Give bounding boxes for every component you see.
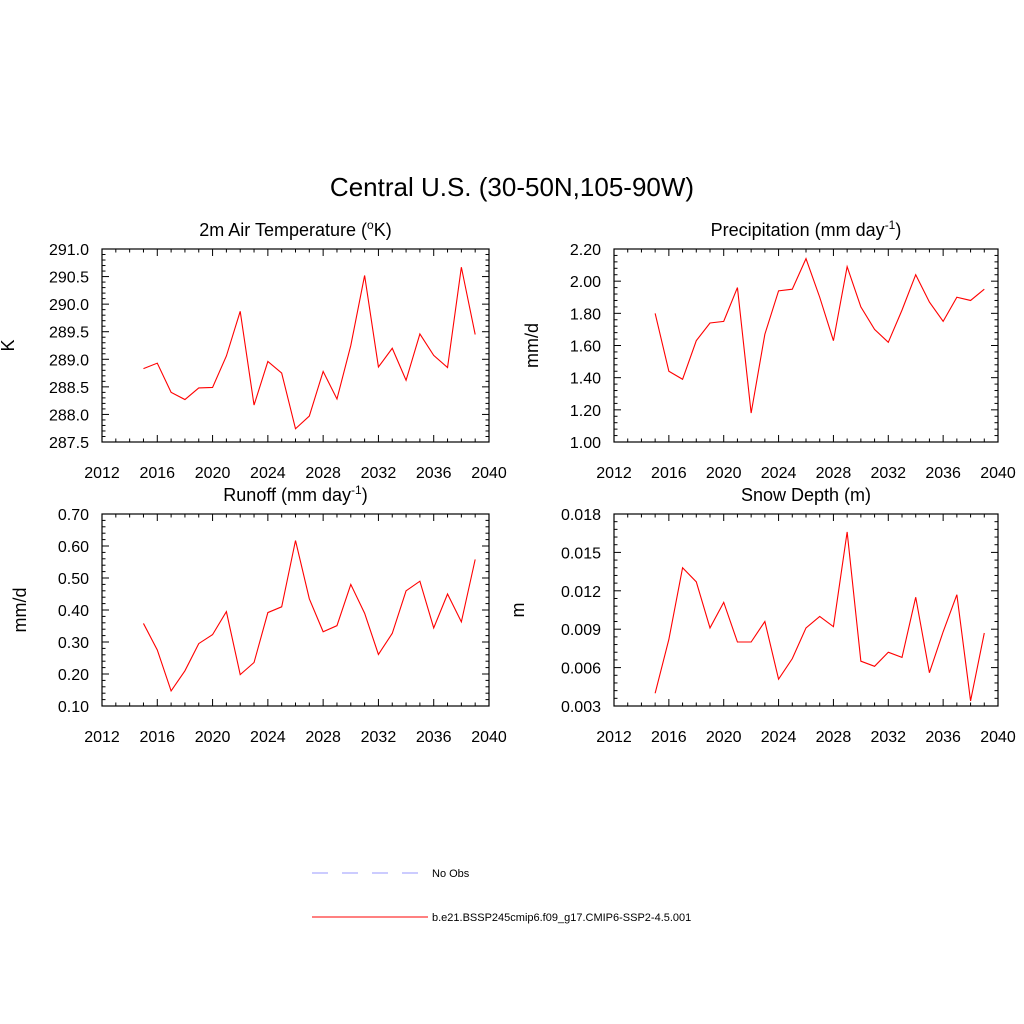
x-tick-label: 2020 (706, 465, 742, 482)
panel-snow-depth: 2012 2016 2020 2024 2028 2032 2036 2040 0.003 0.0… (508, 485, 1016, 746)
x-tick-label: 2040 (471, 465, 507, 482)
y-tick-label: 0.40 (58, 603, 89, 620)
y-tick-label: 0.10 (58, 699, 89, 716)
panels: 2012 2016 2020 2024 2028 2032 2036 2040 287.5 288… (0, 218, 1016, 746)
x-tick-label: 2028 (816, 729, 852, 746)
x-tick-label: 2032 (870, 729, 906, 746)
y-tick-label: 288.0 (49, 407, 89, 424)
y-tick-label: 1.60 (570, 339, 601, 356)
x-tick-label: 2020 (706, 729, 742, 746)
y-axis-label: mm/d (10, 588, 30, 633)
x-tick-label: 2036 (416, 729, 452, 746)
series-line-runoff (142, 540, 476, 693)
figure-title: Central U.S. (30-50N,105-90W) (330, 172, 694, 202)
y-tick-label: 0.006 (561, 661, 601, 678)
x-tick-label: 2032 (870, 465, 906, 482)
x-tick-label: 2036 (925, 465, 961, 482)
x-tick-label: 2012 (596, 729, 632, 746)
y-tick-label: 290.5 (49, 270, 89, 287)
x-tick-label: 2020 (195, 465, 231, 482)
panel-title: Runoff (mm day-1) (223, 483, 367, 505)
y-axis-label: mm/d (522, 323, 542, 368)
x-tick-label: 2036 (416, 465, 452, 482)
y-tick-label: 0.20 (58, 667, 89, 684)
x-tick-label: 2040 (471, 729, 507, 746)
y-tick-label: 1.40 (570, 371, 601, 388)
x-tick-label: 2032 (361, 729, 397, 746)
y-tick-label: 0.012 (561, 584, 601, 601)
x-tick-label: 2016 (651, 465, 687, 482)
legend-model-label: b.e21.BSSP245cmip6.f09_g17.CMIP6-SSP2-4.… (432, 912, 691, 924)
x-tick-label: 2040 (980, 729, 1016, 746)
y-tick-label: 1.80 (570, 306, 601, 323)
series-line-temperature (143, 267, 476, 430)
y-tick-label: 0.60 (58, 539, 89, 556)
y-tick-label: 2.20 (570, 242, 601, 259)
y-tick-label: 287.5 (49, 435, 89, 452)
series-line-snow-depth (654, 531, 985, 701)
x-tick-label: 2040 (980, 465, 1016, 482)
x-tick-label: 2012 (84, 465, 120, 482)
panel-title: Precipitation (mm day-1) (711, 218, 902, 240)
x-tick-label: 2036 (925, 729, 961, 746)
x-tick-label: 2012 (84, 729, 120, 746)
panel-precipitation: 2012 2016 2020 2024 2028 2032 2036 2040 1.00 1.20… (522, 218, 1016, 482)
y-tick-label: 1.00 (570, 435, 601, 452)
x-tick-label: 2012 (596, 465, 632, 482)
panel-runoff: 2012 2016 2020 2024 2028 2032 2036 2040 0.10 0.20… (10, 483, 507, 746)
legend-obs-label: No Obs (432, 868, 470, 880)
y-tick-label: 0.015 (561, 545, 601, 562)
y-tick-label: 2.00 (570, 274, 601, 291)
y-axis-label: K (0, 339, 18, 351)
y-tick-label: 0.30 (58, 635, 89, 652)
series-line-precipitation (654, 257, 985, 414)
x-tick-label: 2024 (250, 465, 286, 482)
x-tick-label: 2032 (361, 465, 397, 482)
x-tick-label: 2024 (761, 729, 797, 746)
x-tick-label: 2028 (305, 729, 341, 746)
panel-temperature: 2012 2016 2020 2024 2028 2032 2036 2040 287.5 288… (0, 218, 507, 482)
y-tick-label: 288.5 (49, 380, 89, 397)
y-tick-label: 0.003 (561, 699, 601, 716)
x-tick-label: 2016 (139, 465, 175, 482)
y-tick-label: 0.009 (561, 622, 601, 639)
y-tick-label: 1.20 (570, 403, 601, 420)
y-tick-label: 289.5 (49, 325, 89, 342)
panel-title: Snow Depth (m) (741, 485, 871, 505)
y-tick-label: 290.0 (49, 297, 89, 314)
x-tick-label: 2016 (651, 729, 687, 746)
x-tick-label: 2024 (250, 729, 286, 746)
x-tick-label: 2028 (305, 465, 341, 482)
legend: No Obs b.e21.BSSP245cmip6.f09_g17.CMIP6-… (312, 868, 691, 924)
panel-title: 2m Air Temperature (oK) (199, 218, 391, 240)
x-tick-label: 2020 (195, 729, 231, 746)
x-tick-label: 2024 (761, 465, 797, 482)
x-tick-label: 2028 (816, 465, 852, 482)
y-tick-label: 0.50 (58, 571, 89, 588)
y-tick-label: 291.0 (49, 242, 89, 259)
y-tick-label: 289.0 (49, 352, 89, 369)
y-axis-label: m (508, 603, 528, 618)
y-tick-label: 0.70 (58, 507, 89, 524)
x-tick-label: 2016 (139, 729, 175, 746)
y-tick-label: 0.018 (561, 507, 601, 524)
